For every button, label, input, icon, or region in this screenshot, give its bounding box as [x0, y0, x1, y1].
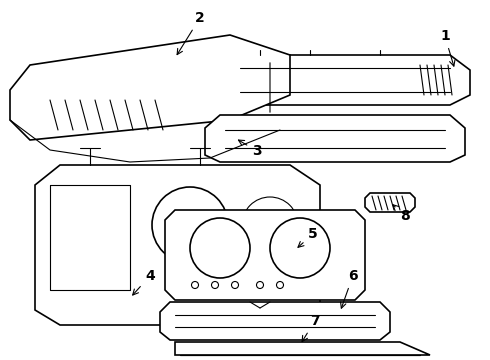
Text: 8: 8 — [393, 205, 410, 223]
Text: 4: 4 — [133, 269, 155, 295]
Polygon shape — [175, 342, 430, 355]
Polygon shape — [160, 302, 390, 340]
Polygon shape — [205, 115, 465, 162]
Polygon shape — [165, 210, 365, 300]
Text: 3: 3 — [239, 140, 262, 158]
Text: 1: 1 — [440, 29, 455, 66]
Polygon shape — [365, 193, 415, 212]
Polygon shape — [35, 165, 320, 325]
Polygon shape — [195, 55, 470, 105]
Polygon shape — [10, 35, 290, 140]
Text: 2: 2 — [177, 11, 205, 55]
Text: 6: 6 — [341, 269, 358, 308]
Text: 7: 7 — [302, 314, 319, 342]
Text: 5: 5 — [298, 227, 318, 247]
